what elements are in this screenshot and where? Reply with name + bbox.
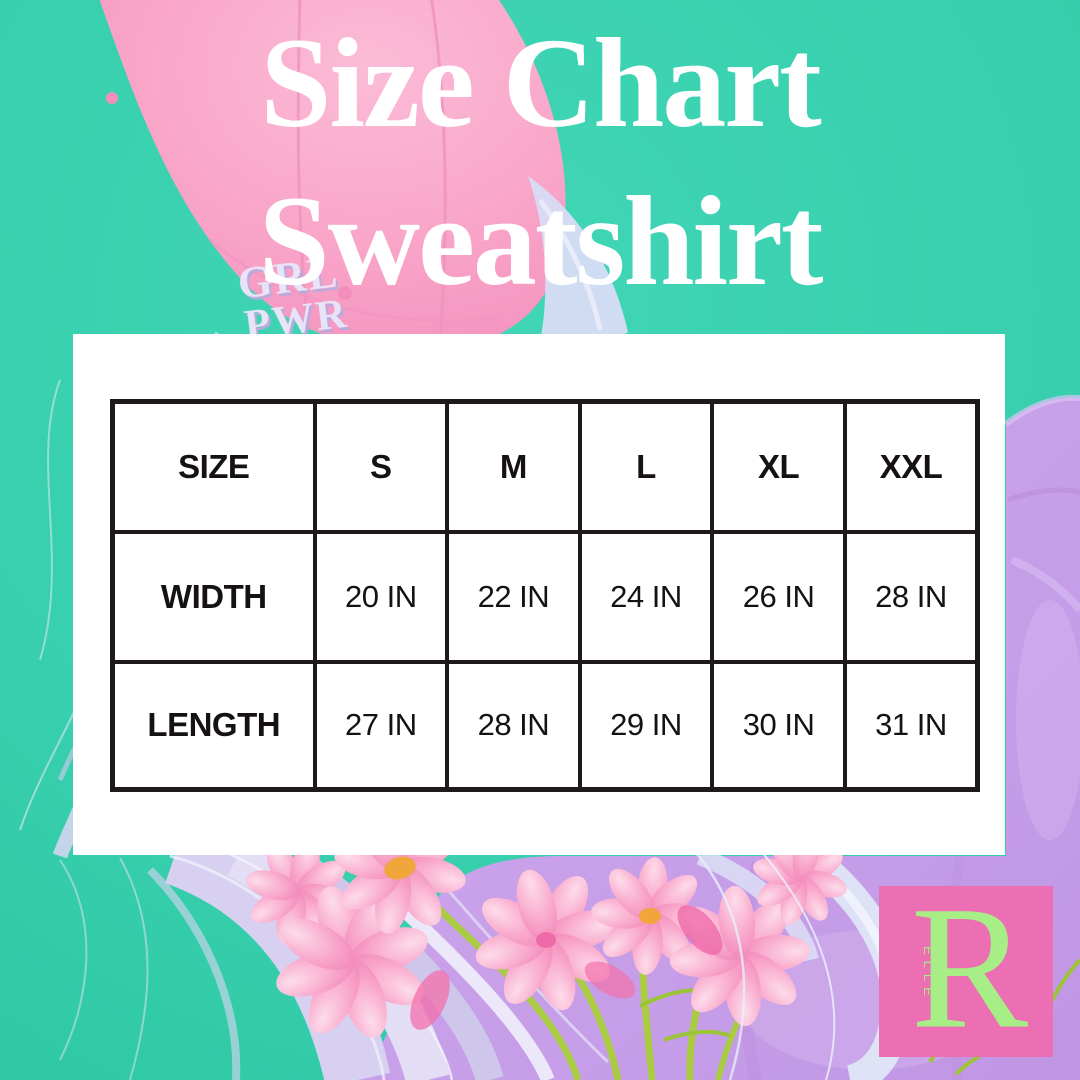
logo-vertical-text: ELLE	[921, 946, 936, 1002]
brand-logo: R ELLE	[879, 879, 1053, 1057]
hair-under-cap	[528, 176, 628, 348]
page-title-line1: Size Chart	[260, 12, 821, 154]
page-title: Size Chart Sweatshirt	[0, 4, 1080, 320]
cap-photo: GRL PWR	[99, 0, 566, 351]
table-row: LENGTH 27 IN 28 IN 29 IN 30 IN 31 IN	[110, 659, 980, 792]
width-m: 22 IN	[445, 529, 582, 664]
width-l: 24 IN	[577, 529, 715, 664]
row-label-width: WIDTH	[110, 529, 317, 664]
flowers-photo	[224, 788, 866, 1080]
col-header-l: L	[577, 399, 715, 534]
col-header-s: S	[312, 399, 450, 534]
length-xl: 30 IN	[710, 659, 847, 792]
cap-eyelet	[338, 286, 352, 300]
width-xl: 26 IN	[710, 529, 847, 664]
length-s: 27 IN	[312, 659, 450, 792]
length-l: 29 IN	[577, 659, 715, 792]
size-chart-card: SIZE S M L XL XXL WIDTH 20 IN 22 IN 24 I…	[73, 334, 1005, 855]
logo-letter: R	[910, 869, 1029, 1065]
length-xxl: 31 IN	[842, 659, 980, 792]
col-header-xxl: XXL	[842, 399, 980, 534]
cap-eyelet	[106, 92, 118, 104]
width-s: 20 IN	[312, 529, 450, 664]
width-xxl: 28 IN	[842, 529, 980, 664]
col-header-size: SIZE	[110, 399, 317, 534]
col-header-m: M	[445, 399, 582, 534]
col-header-xl: XL	[710, 399, 847, 534]
row-label-length: LENGTH	[110, 659, 317, 792]
table-header-row: SIZE S M L XL XXL	[110, 399, 980, 534]
length-m: 28 IN	[445, 659, 582, 792]
table-row: WIDTH 20 IN 22 IN 24 IN 26 IN 28 IN	[110, 529, 980, 664]
size-table: SIZE S M L XL XXL WIDTH 20 IN 22 IN 24 I…	[110, 399, 980, 792]
page-title-line2: Sweatshirt	[258, 170, 823, 312]
